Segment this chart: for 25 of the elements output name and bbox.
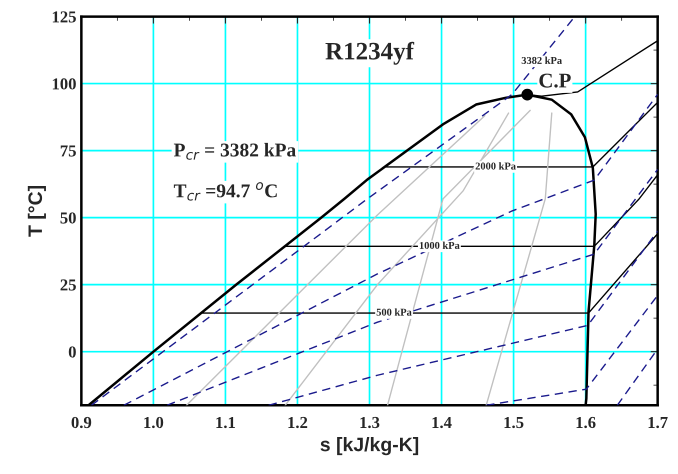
annotation: C.P [539,74,571,88]
annotation: 2000 kPa [476,162,516,170]
x-tick-label: 1.0 [144,416,164,428]
x-tick-label: 1.5 [504,416,524,428]
x-tick-label: 1.3 [360,416,380,428]
x-tick-label: 1.2 [288,416,308,428]
annotation: 3382 kPa [522,56,562,64]
text: R1234yf [325,42,414,65]
y-tick-label: 125 [52,11,76,23]
x-tick-label: 1.6 [576,416,596,428]
annotation: T$_{cr}$ =94.7 $^{o}$C [174,182,277,201]
x-tick-label: 1.1 [216,416,235,428]
x-axis-title: s [kJ/kg-K] [320,437,418,456]
x-tick-label: 0.9 [72,416,92,428]
y-tick-label: 0 [68,346,76,358]
y-tick-label: 100 [52,78,76,90]
x-tick-label: 1.4 [432,416,452,428]
annotation: P$_{cr}$ = 3382 kPa [174,142,296,160]
x-tick-label: 1.7 [648,416,668,428]
y-tick-label: 75 [60,145,76,157]
y-axis-title: T [°C] [28,186,46,237]
annotation: 1000 kPa [420,242,460,249]
annotation: 500 kPa [376,308,412,316]
y-tick-label: 25 [60,279,76,291]
y-tick-label: 50 [60,212,76,224]
